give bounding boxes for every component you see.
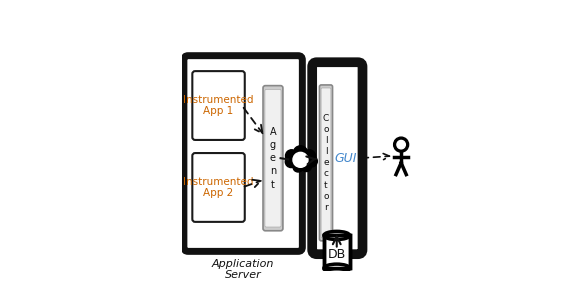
Text: GUI: GUI	[334, 152, 357, 165]
FancyBboxPatch shape	[184, 56, 303, 251]
FancyBboxPatch shape	[265, 89, 281, 227]
FancyBboxPatch shape	[263, 86, 283, 231]
Text: C
o
l
l
e
c
t
o
r: C o l l e c t o r	[323, 114, 329, 212]
Bar	[324, 236, 350, 268]
Circle shape	[286, 150, 298, 162]
Ellipse shape	[324, 231, 350, 240]
Circle shape	[306, 156, 317, 167]
Text: Instrumented
App 2: Instrumented App 2	[183, 177, 254, 198]
Circle shape	[293, 162, 303, 172]
Text: A
g
e
n
t: A g e n t	[270, 127, 276, 190]
Text: Instrumented
App 1: Instrumented App 1	[183, 95, 254, 116]
Circle shape	[394, 137, 409, 152]
Text: DB: DB	[328, 248, 346, 261]
Bar	[324, 236, 350, 268]
Circle shape	[285, 156, 297, 168]
FancyBboxPatch shape	[321, 88, 331, 238]
FancyBboxPatch shape	[192, 71, 245, 140]
Circle shape	[301, 161, 311, 171]
Circle shape	[293, 146, 308, 160]
FancyBboxPatch shape	[319, 85, 332, 241]
Circle shape	[293, 152, 308, 167]
Text: Application
Server: Application Server	[212, 259, 274, 281]
FancyBboxPatch shape	[192, 153, 245, 222]
Circle shape	[303, 150, 315, 162]
Circle shape	[397, 140, 405, 149]
Ellipse shape	[324, 264, 350, 272]
FancyBboxPatch shape	[312, 62, 363, 254]
